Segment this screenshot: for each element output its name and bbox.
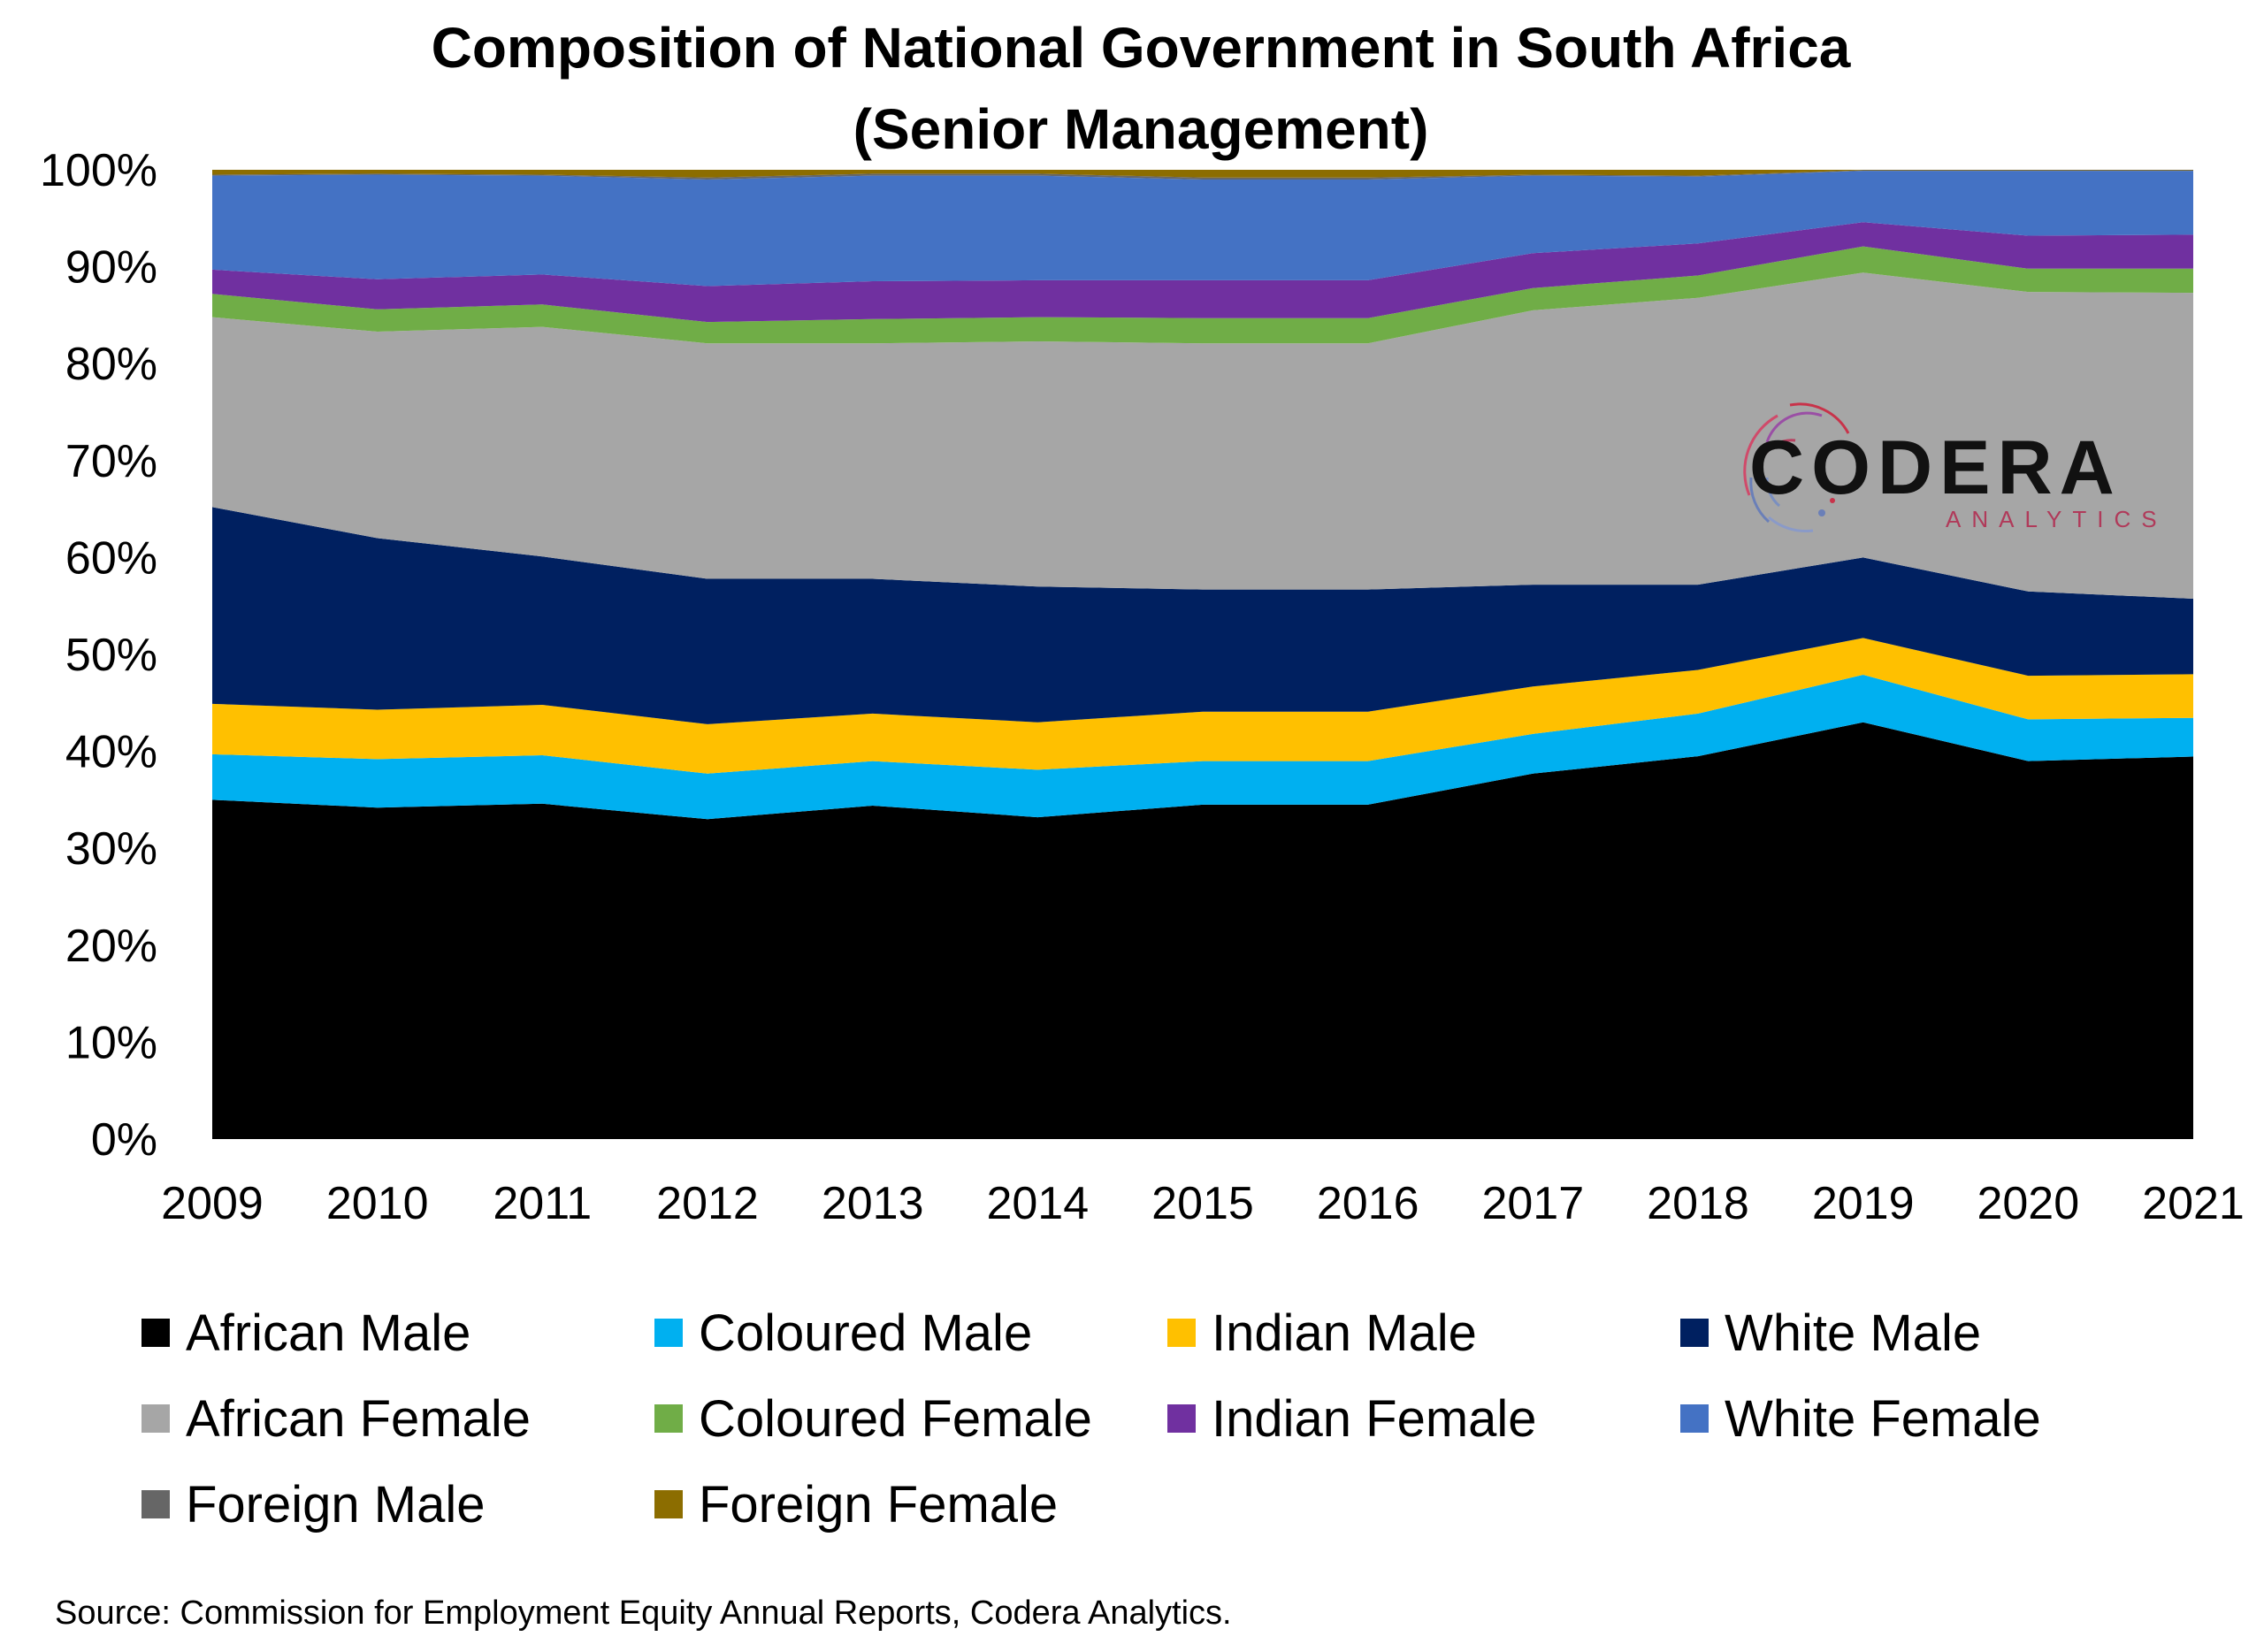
area-series-group (212, 170, 2193, 1139)
area-indian-female (212, 222, 2193, 323)
y-tick-label: 0% (91, 1114, 157, 1166)
y-tick-label: 50% (65, 630, 157, 681)
legend-label: Foreign Male (186, 1476, 485, 1533)
legend-swatch (142, 1404, 170, 1433)
legend-swatch (1680, 1319, 1709, 1347)
y-tick-label: 70% (65, 436, 157, 487)
x-tick-label: 2009 (161, 1178, 264, 1229)
legend-label: Indian Female (1212, 1390, 1537, 1448)
y-tick-label: 10% (65, 1017, 157, 1068)
legend-swatch (1167, 1319, 1196, 1347)
legend-swatch (1680, 1404, 1709, 1433)
x-tick-label: 2020 (1977, 1178, 2079, 1229)
area-white-male (212, 507, 2193, 724)
area-african-female (212, 272, 2193, 599)
area-african-male (212, 722, 2193, 1139)
x-tick-label: 2016 (1317, 1178, 1419, 1229)
y-tick-label: 80% (65, 339, 157, 390)
legend-swatch (654, 1490, 683, 1518)
legend-swatch (142, 1490, 170, 1518)
x-tick-label: 2010 (326, 1178, 429, 1229)
x-tick-label: 2019 (1812, 1178, 1915, 1229)
codera-logo: CODERA ANALYTICS (1743, 402, 2168, 532)
x-tick-label: 2013 (822, 1178, 924, 1229)
area-foreign-female (212, 170, 2193, 178)
legend-swatch (654, 1404, 683, 1433)
legend-label: White Male (1725, 1304, 1981, 1362)
area-coloured-female (212, 246, 2193, 344)
x-tick-label: 2012 (656, 1178, 759, 1229)
legend-label: Indian Male (1212, 1304, 1477, 1362)
y-tick-label: 30% (65, 823, 157, 875)
legend-label: Coloured Male (699, 1304, 1032, 1362)
y-tick-label: 60% (65, 532, 157, 584)
area-foreign-male (212, 170, 2193, 180)
chart-title-line-1: Composition of National Government in So… (432, 16, 1851, 80)
area-coloured-male (212, 675, 2193, 820)
legend-label: African Male (186, 1304, 470, 1362)
x-tick-label: 2021 (2142, 1178, 2245, 1229)
x-axis: 2009 2010 2011 2012 2013 2014 2015 2016 2017 2018… (161, 1178, 2245, 1229)
legend-label: White Female (1725, 1390, 2041, 1448)
y-tick-label: 100% (40, 145, 157, 196)
y-axis: 0% 10% 20% 30% 40% 50% 60% 70% 80% 90% 100% (40, 145, 157, 1166)
logo-swirl-icon (1743, 402, 1850, 532)
chart-title-line-2: (Senior Management) (853, 97, 1429, 161)
x-tick-label: 2011 (493, 1178, 592, 1229)
y-tick-label: 90% (65, 242, 157, 294)
y-tick-label: 20% (65, 921, 157, 972)
legend-swatch (1167, 1404, 1196, 1433)
x-tick-label: 2015 (1151, 1178, 1254, 1229)
legend: African Male Coloured Male Indian Male Whit… (142, 1304, 2041, 1533)
area-white-female (212, 171, 2193, 287)
legend-swatch (142, 1319, 170, 1347)
source-note: Source: Commission for Employment Equity… (55, 1595, 1232, 1632)
legend-label: Coloured Female (699, 1390, 1092, 1448)
logo-tagline: ANALYTICS (1946, 506, 2168, 532)
x-tick-label: 2018 (1647, 1178, 1749, 1229)
y-tick-label: 40% (65, 727, 157, 778)
x-tick-label: 2014 (986, 1178, 1089, 1229)
logo-name: CODERA (1749, 425, 2122, 510)
legend-label: Foreign Female (699, 1476, 1058, 1533)
legend-label: African Female (186, 1390, 531, 1448)
area-indian-male (212, 638, 2193, 774)
legend-swatch (654, 1319, 683, 1347)
x-tick-label: 2017 (1481, 1178, 1584, 1229)
